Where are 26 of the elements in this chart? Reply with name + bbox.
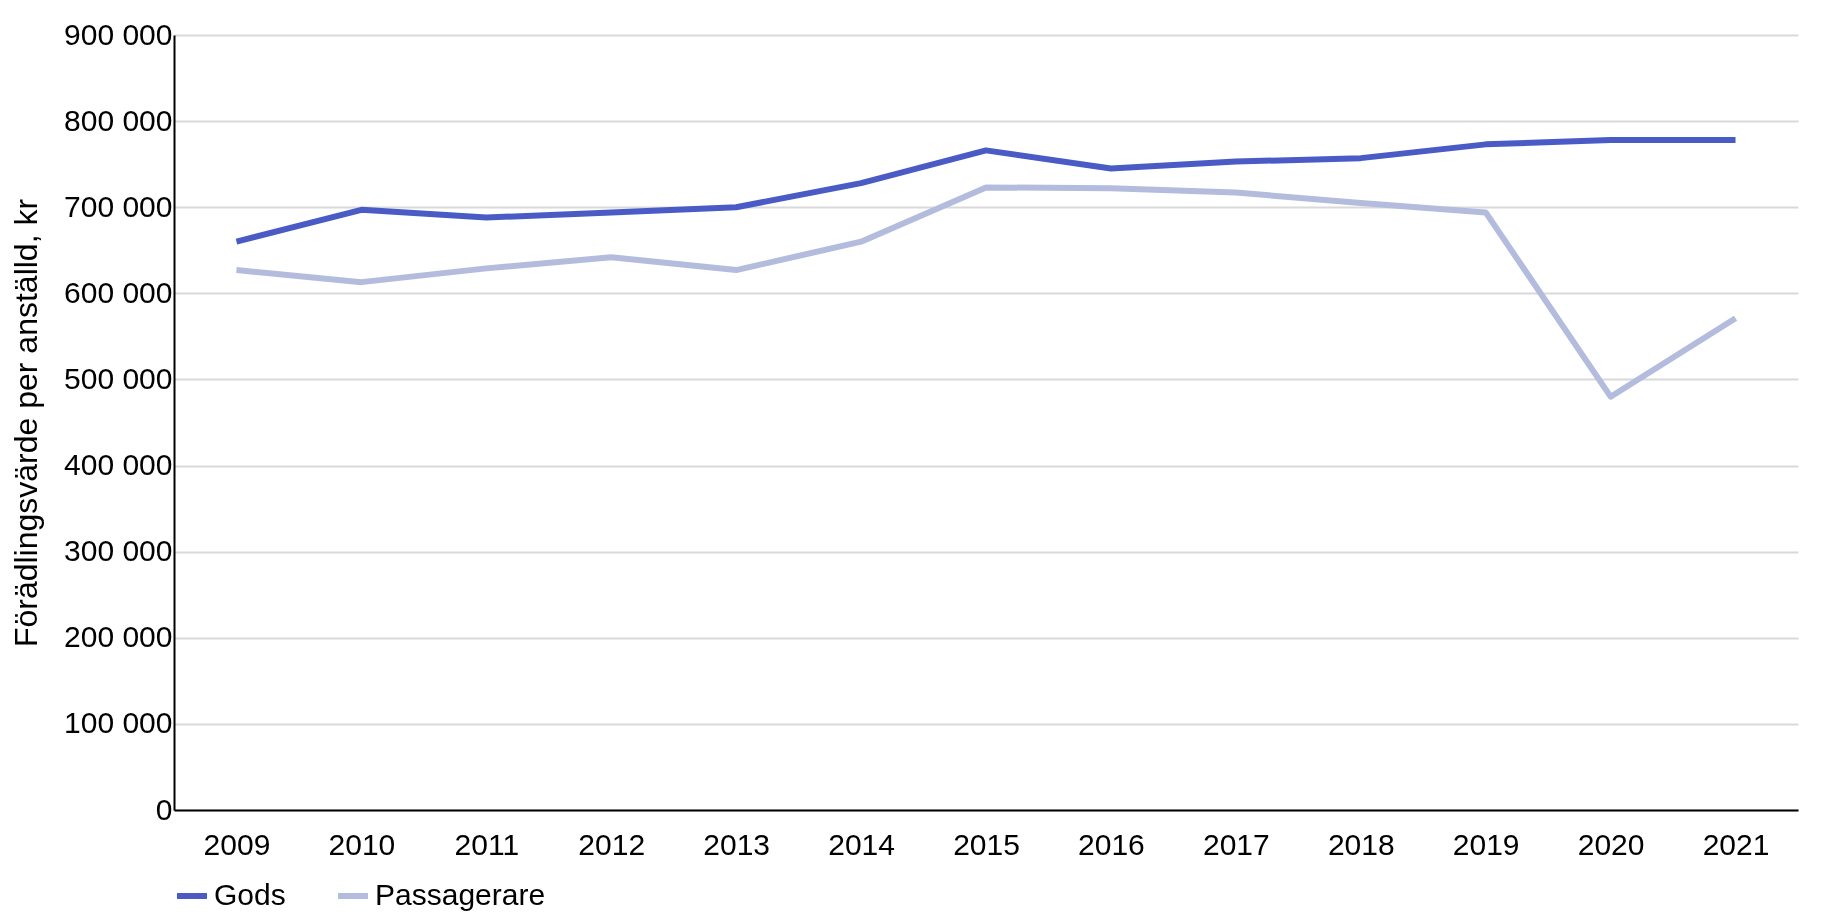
x-tick-label: 2017 <box>1202 827 1270 861</box>
y-tick-label: 600 000 <box>64 275 173 309</box>
y-tick-label: 100 000 <box>64 706 173 740</box>
x-tick-label: 2012 <box>578 827 646 861</box>
y-tick-label: 200 000 <box>64 620 173 654</box>
x-tick-label: 2021 <box>1702 827 1770 861</box>
x-tick-label: 2015 <box>953 827 1020 861</box>
y-tick-label: 900 000 <box>64 17 173 51</box>
x-tick-label: 2009 <box>203 827 271 861</box>
x-tick-label: 2019 <box>1452 827 1520 861</box>
x-tick-label: 2020 <box>1577 827 1645 861</box>
legend-label: Passagerare <box>375 878 546 911</box>
x-tick-label: 2013 <box>703 827 771 861</box>
x-tick-label: 2014 <box>828 827 895 861</box>
y-axis-title: Förädlingsvärde per anställd, kr <box>8 198 45 648</box>
x-tick-label: 2016 <box>1078 827 1145 861</box>
x-tick-label: 2018 <box>1327 827 1395 861</box>
legend-label: Gods <box>214 878 286 911</box>
x-tick-label: 2010 <box>328 827 396 861</box>
x-tick-label: 2011 <box>454 827 520 861</box>
y-tick-label: 300 000 <box>64 534 173 568</box>
y-tick-label: 500 000 <box>64 361 173 395</box>
y-tick-label: 400 000 <box>64 448 173 482</box>
y-tick-label: 700 000 <box>64 189 173 223</box>
y-tick-label: 800 000 <box>64 103 173 137</box>
y-tick-label: 0 <box>155 792 173 826</box>
